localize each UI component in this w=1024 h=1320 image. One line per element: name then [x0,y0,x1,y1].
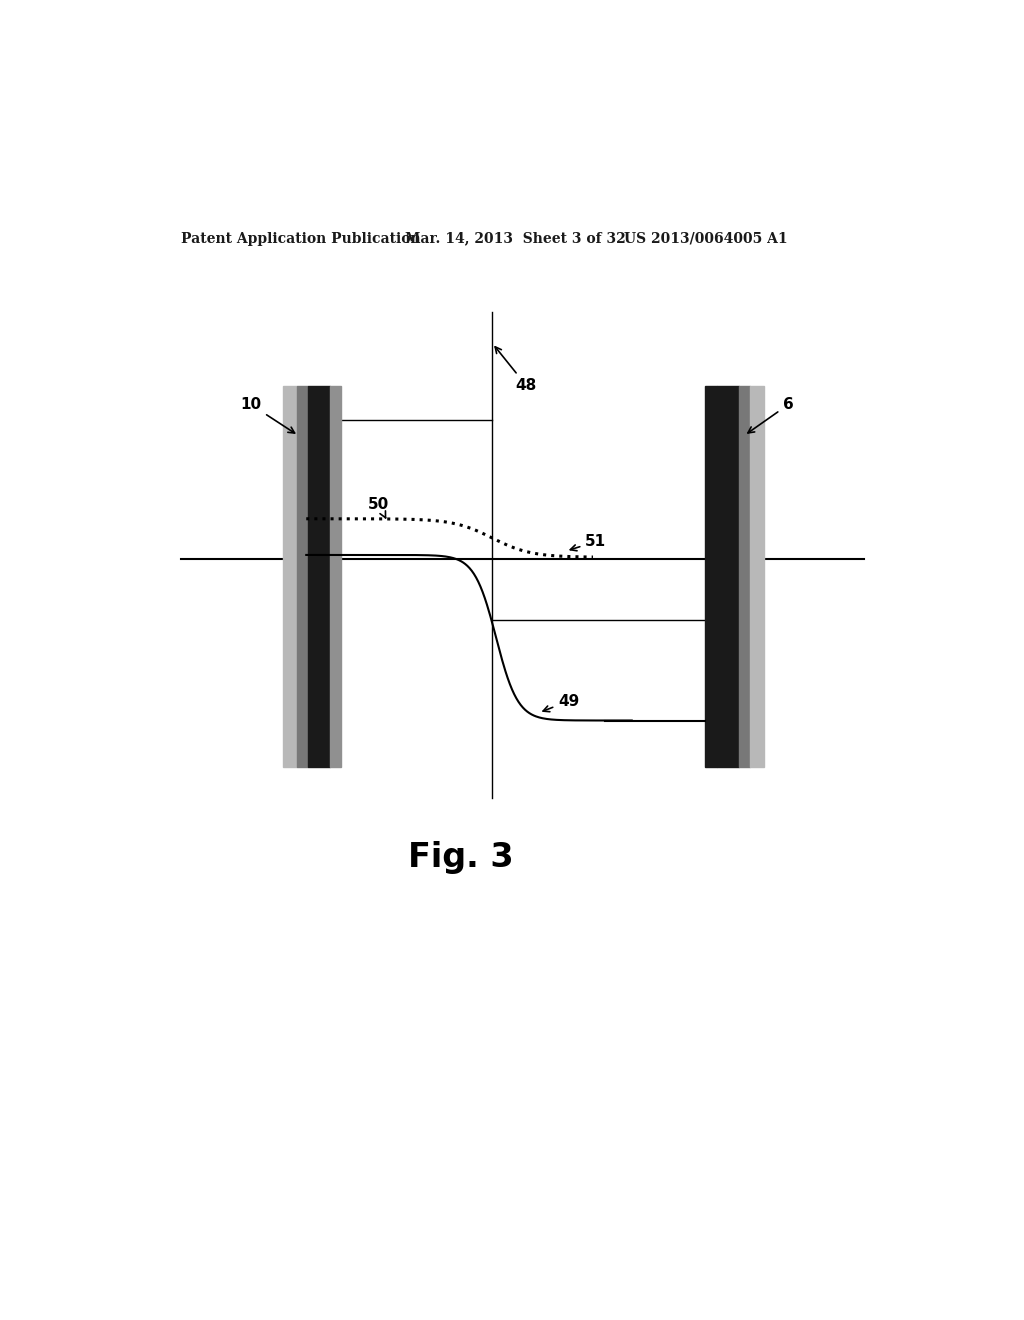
Text: 48: 48 [496,347,537,393]
Text: US 2013/0064005 A1: US 2013/0064005 A1 [624,231,787,246]
Text: Mar. 14, 2013  Sheet 3 of 32: Mar. 14, 2013 Sheet 3 of 32 [404,231,626,246]
Bar [738,385,750,767]
Bar [330,385,341,767]
Text: Patent Application Publication: Patent Application Publication [180,231,420,246]
Bar [717,385,738,767]
Text: 50: 50 [369,498,389,517]
Text: 10: 10 [241,397,295,433]
Text: 51: 51 [570,535,606,550]
Bar [308,385,330,767]
Text: 6: 6 [748,397,794,433]
Text: 49: 49 [543,693,580,711]
Text: Fig. 3: Fig. 3 [409,842,514,875]
Bar [750,385,764,767]
Bar [283,385,297,767]
Bar [706,385,717,767]
Bar [297,385,308,767]
